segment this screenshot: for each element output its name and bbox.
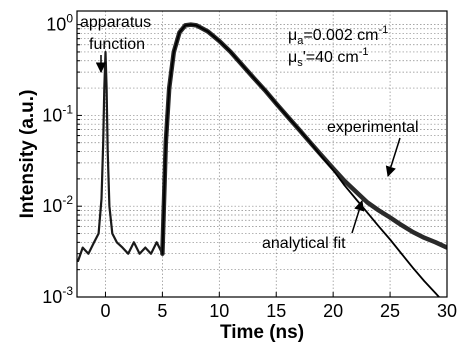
analytical-fit-point — [229, 51, 232, 53]
y-axis-label: Intensity (a.u.) — [17, 90, 38, 219]
apparatus-function-point — [106, 150, 109, 153]
analytical-fit-point — [207, 30, 209, 33]
apparatus-function-point — [150, 252, 152, 255]
y-tick-label: 100 — [46, 12, 73, 35]
analytical-fit-point — [434, 292, 437, 295]
y-tick-label: 10-3 — [42, 284, 73, 307]
analytical-fit-point — [161, 252, 164, 255]
analytical-fit-point — [389, 238, 391, 241]
apparatus-function-point — [127, 252, 129, 255]
analytical-fit-point — [241, 64, 243, 66]
ticks: 0 5 10 15 20 25 30 10-3 10-2 10-1 100 — [42, 12, 457, 321]
analytical-fit-point — [173, 51, 175, 53]
experimental-series-point — [355, 190, 357, 193]
apparatus-function-point — [108, 205, 111, 207]
analytical-fit-point — [412, 266, 414, 269]
experimental-arrow — [385, 137, 401, 178]
analytical-fit-point — [309, 141, 312, 144]
x-tick-label: 10 — [209, 301, 229, 321]
x-axis-label: Time (ns) — [220, 322, 304, 343]
analytical-fit-point — [366, 211, 369, 214]
mua-parameter: μa=0.002 cm-1 — [288, 24, 388, 47]
analytical-fit-point — [355, 198, 357, 200]
x-tick-label: 30 — [437, 301, 457, 321]
mus-parameter: μs'=40 cm-1 — [288, 46, 368, 69]
experimental-series-point — [400, 224, 403, 226]
series-layer — [77, 22, 447, 297]
apparatus-function-point — [81, 246, 84, 249]
analytical-fit-point — [423, 280, 426, 282]
analytical-fit-point — [343, 184, 346, 187]
experimental-series-point — [366, 201, 369, 204]
analytical-fit-point — [286, 115, 289, 118]
analytical-fit-point — [178, 31, 181, 34]
analytical-fit-point — [218, 40, 221, 42]
experimental-series-point — [377, 209, 380, 212]
analytical-fit-point — [184, 24, 186, 27]
plot-frame — [76, 10, 448, 298]
apparatus-label-line1: apparatus — [80, 14, 151, 31]
plot-background — [77, 11, 447, 297]
apparatus-function-point — [77, 260, 79, 262]
apparatus-function-point — [104, 51, 107, 53]
experimental-series-point — [423, 236, 426, 239]
experimental-series-point — [389, 216, 391, 219]
analytical-fit-point — [195, 24, 198, 27]
y-tick-label: 10-1 — [42, 102, 73, 125]
apparatus-function-point — [102, 141, 104, 144]
y-tick-label: 10-2 — [42, 193, 73, 216]
analytical-fit-point — [400, 252, 403, 255]
analytical-fit-point — [165, 141, 167, 144]
x-tick-label: 5 — [157, 301, 167, 321]
apparatus-function-point — [133, 241, 135, 244]
analytical-fit-point — [332, 169, 335, 171]
experimental-series-point — [343, 180, 346, 182]
apparatus-function-point — [105, 87, 108, 89]
apparatus-function-point — [121, 246, 124, 249]
analytical-fit-point — [275, 102, 278, 105]
analytical-fit-label: analytical fit — [262, 235, 346, 252]
apparatus-function-point — [103, 87, 106, 89]
apparatus-function-point — [155, 241, 158, 244]
analytical-fit-point — [168, 87, 170, 89]
experimental-series-point — [434, 241, 437, 244]
apparatus-function-point — [100, 198, 103, 200]
analytical-fit-arrow — [351, 199, 365, 234]
analytical-fit-line — [161, 23, 441, 297]
experimental-label: experimental — [327, 119, 419, 136]
apparatus-function-point — [111, 232, 114, 235]
x-tick-label: 20 — [323, 301, 343, 321]
analytical-fit-point — [377, 225, 380, 228]
x-tick-label: 15 — [266, 301, 286, 321]
apparatus-function-point — [138, 252, 141, 255]
apparatus-function-point — [97, 232, 100, 235]
analytical-fit-point — [190, 23, 192, 26]
apparatus-function-point — [87, 252, 90, 255]
x-tick-label: 0 — [100, 301, 110, 321]
analytical-fit-point — [298, 128, 300, 131]
apparatus-function-point — [116, 241, 118, 244]
experimental-series-point — [412, 231, 414, 233]
apparatus-function-point — [144, 246, 147, 249]
x-tick-label: 25 — [380, 301, 400, 321]
analytical-fit-point — [252, 76, 255, 79]
apparatus-function-point — [93, 241, 95, 244]
apparatus-label-line2: function — [89, 36, 145, 53]
apparatus-function-line — [77, 50, 164, 262]
analytical-fit-point — [321, 156, 323, 158]
analytical-fit-point — [264, 89, 266, 91]
